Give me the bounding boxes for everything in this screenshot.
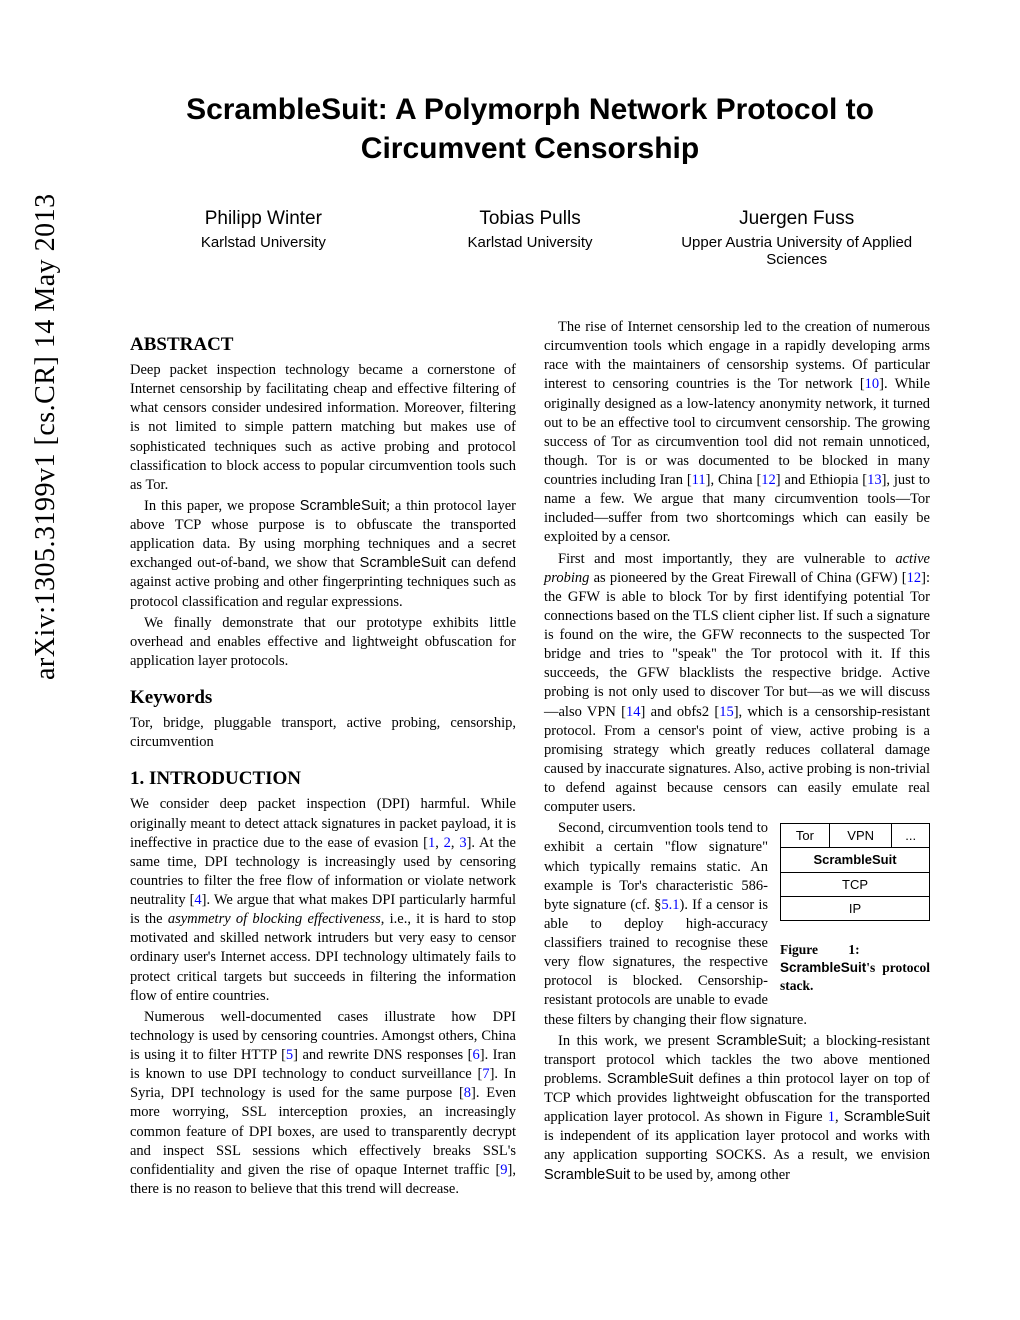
- table-row: Tor VPN ...: [781, 824, 930, 848]
- stack-cell-scramblesuit: ScrambleSuit: [781, 848, 930, 872]
- ref-link[interactable]: 12: [907, 570, 922, 586]
- protocol-stack-table: Tor VPN ... ScrambleSuit TCP IP: [780, 823, 930, 921]
- left-column: ABSTRACT Deep packet inspection technolo…: [130, 318, 516, 1201]
- scramblesuit-name: ScrambleSuit: [544, 1167, 630, 1183]
- section-ref[interactable]: 5.1: [661, 897, 679, 913]
- ref-link[interactable]: 10: [865, 376, 880, 392]
- abstract-p2: In this paper, we propose ScrambleSuit; …: [130, 497, 516, 612]
- author-1-affil: Karlstad University: [130, 234, 397, 251]
- abstract-p1: Deep packet inspection technology became…: [130, 361, 516, 495]
- scramblesuit-name: ScrambleSuit: [780, 960, 866, 975]
- author-1: Philipp Winter Karlstad University: [130, 208, 397, 268]
- stack-cell-tcp: TCP: [781, 872, 930, 896]
- scramblesuit-name: ScrambleSuit: [360, 555, 446, 571]
- right-column: The rise of Internet censorship led to t…: [544, 318, 930, 1201]
- table-row: TCP: [781, 872, 930, 896]
- abstract-p3: We finally demonstrate that our prototyp…: [130, 614, 516, 671]
- scramblesuit-name: ScrambleSuit: [844, 1109, 930, 1125]
- scramblesuit-name: ScrambleSuit: [716, 1033, 802, 1049]
- col2-p2: First and most importantly, they are vul…: [544, 550, 930, 818]
- author-2: Tobias Pulls Karlstad University: [397, 208, 664, 268]
- stack-cell-vpn: VPN: [829, 824, 892, 848]
- keywords-text: Tor, bridge, pluggable transport, active…: [130, 714, 516, 752]
- ref-link[interactable]: 12: [761, 472, 776, 488]
- scramblesuit-name: ScrambleSuit: [300, 498, 386, 514]
- paper-title: ScrambleSuit: A Polymorph Network Protoc…: [130, 90, 930, 168]
- page-content: ScrambleSuit: A Polymorph Network Protoc…: [0, 0, 1020, 1251]
- ref-link[interactable]: 14: [626, 704, 641, 720]
- abstract-header: ABSTRACT: [130, 332, 516, 357]
- table-row: IP: [781, 896, 930, 920]
- author-3: Juergen Fuss Upper Austria University of…: [663, 208, 930, 268]
- author-3-affil: Upper Austria University of Applied Scie…: [663, 234, 930, 268]
- ref-link[interactable]: 8: [464, 1085, 471, 1101]
- ref-link[interactable]: 7: [482, 1066, 489, 1082]
- scramblesuit-name: ScrambleSuit: [607, 1071, 693, 1087]
- col2-p1: The rise of Internet censorship led to t…: [544, 318, 930, 548]
- ref-link[interactable]: 9: [500, 1162, 507, 1178]
- col2-p4: In this work, we present ScrambleSuit; a…: [544, 1032, 930, 1185]
- ref-link[interactable]: 15: [719, 704, 734, 720]
- figure-ref[interactable]: 1: [828, 1109, 835, 1125]
- ref-link[interactable]: 4: [194, 892, 201, 908]
- intro-p2: Numerous well-documented cases illustrat…: [130, 1008, 516, 1199]
- figure-1-caption: Figure 1: ScrambleSuit's protocol stack.: [780, 941, 930, 996]
- figure-1: Tor VPN ... ScrambleSuit TCP IP Figure 1…: [780, 823, 930, 995]
- two-column-body: ABSTRACT Deep packet inspection technolo…: [130, 318, 930, 1201]
- keywords-header: Keywords: [130, 685, 516, 710]
- ref-link[interactable]: 3: [459, 835, 466, 851]
- ref-link[interactable]: 2: [444, 835, 451, 851]
- table-row: ScrambleSuit: [781, 848, 930, 872]
- intro-header: 1. INTRODUCTION: [130, 766, 516, 791]
- ref-link[interactable]: 13: [867, 472, 882, 488]
- author-2-affil: Karlstad University: [397, 234, 664, 251]
- author-3-name: Juergen Fuss: [663, 208, 930, 230]
- intro-p1: We consider deep packet inspection (DPI)…: [130, 795, 516, 1005]
- author-1-name: Philipp Winter: [130, 208, 397, 230]
- authors-block: Philipp Winter Karlstad University Tobia…: [130, 208, 930, 268]
- arxiv-identifier: arXiv:1305.3199v1 [cs.CR] 14 May 2013: [30, 193, 62, 680]
- stack-cell-tor: Tor: [781, 824, 830, 848]
- ref-link[interactable]: 6: [472, 1047, 479, 1063]
- ref-link[interactable]: 11: [692, 472, 706, 488]
- stack-cell-ip: IP: [781, 896, 930, 920]
- stack-cell-etc: ...: [892, 824, 930, 848]
- author-2-name: Tobias Pulls: [397, 208, 664, 230]
